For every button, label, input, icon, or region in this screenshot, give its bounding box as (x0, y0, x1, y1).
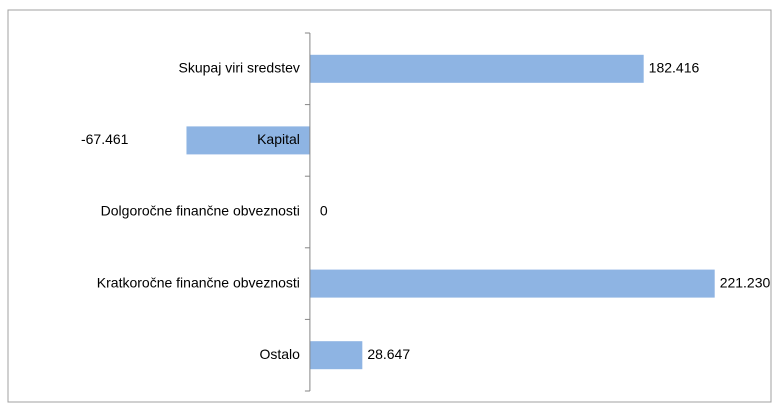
chart-frame (7, 9, 772, 403)
data-label: 28.647 (367, 346, 410, 362)
bar (309, 341, 363, 370)
category-label: Kapital (257, 131, 300, 147)
bar (309, 269, 715, 298)
category-label: Kratkoročne finančne obveznosti (97, 274, 300, 290)
data-label: 221.230 (720, 274, 771, 290)
data-label: -67.461 (81, 131, 129, 147)
category-label: Dolgoročne finančne obveznosti (101, 203, 300, 219)
data-label: 182.416 (649, 60, 700, 76)
bar (186, 126, 310, 155)
data-label: 0 (320, 203, 328, 219)
category-label: Ostalo (259, 346, 300, 362)
category-label: Skupaj viri sredstev (179, 60, 300, 76)
bar (309, 54, 644, 83)
